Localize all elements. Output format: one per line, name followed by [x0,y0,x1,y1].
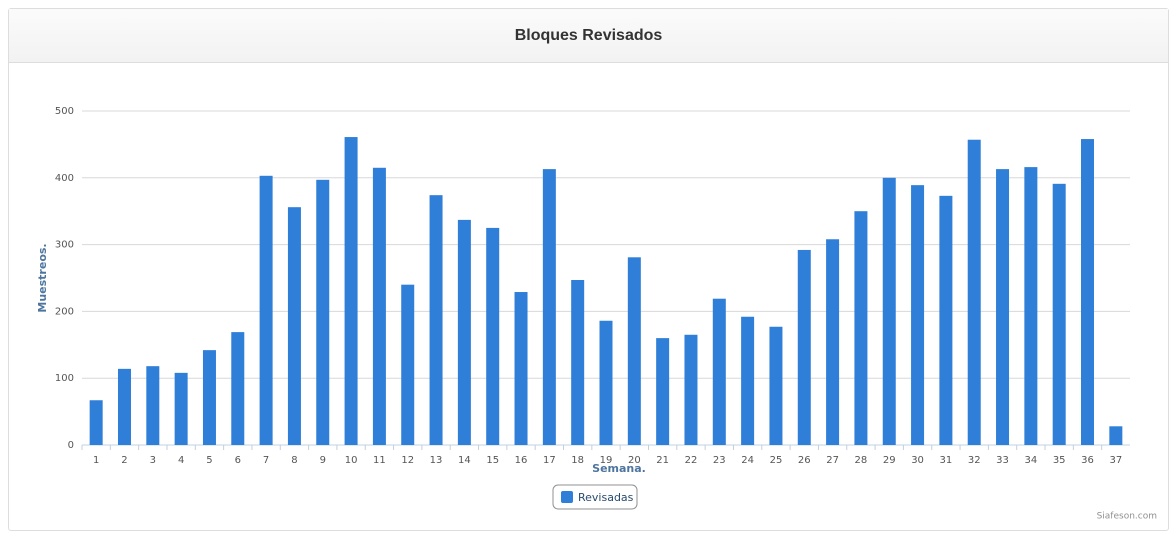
bar [627,257,641,445]
y-tick-label: 500 [55,106,74,117]
x-tick-label: 10 [345,455,358,466]
x-tick-label: 11 [373,455,386,466]
bar [372,167,386,445]
bar [656,338,670,445]
bar [1081,139,1095,445]
bar [457,219,471,445]
y-tick-label: 400 [55,173,74,184]
bar [146,366,160,445]
bar [854,211,868,445]
x-tick-label: 24 [741,455,754,466]
bar [882,177,896,446]
y-tick-label: 300 [55,240,74,251]
bar [514,292,528,445]
x-tick-label: 33 [996,455,1009,466]
x-tick-label: 26 [798,455,811,466]
x-tick-label: 3 [150,455,156,466]
bar [117,368,131,445]
bar [996,169,1010,445]
bar [712,298,726,445]
bar [769,326,783,445]
y-axis-label: Muestreos. [36,243,49,312]
x-tick-label: 31 [940,455,953,466]
bar [684,334,698,445]
x-tick-label: 13 [430,455,443,466]
x-tick-label: 4 [178,455,184,466]
bar [939,195,953,445]
x-tick-label: 6 [235,455,241,466]
bar [599,320,613,445]
legend-box [552,484,638,510]
bar [316,179,330,445]
x-tick-label: 23 [713,455,726,466]
x-tick-label: 32 [968,455,981,466]
x-tick-label: 34 [1024,455,1037,466]
x-tick-label: 25 [770,455,783,466]
bar [344,137,358,445]
y-tick-label: 0 [68,440,74,451]
x-tick-label: 18 [571,455,584,466]
x-tick-label: 36 [1081,455,1094,466]
bar [174,372,188,445]
x-tick-label: 7 [263,455,269,466]
x-tick-label: 21 [656,455,669,466]
x-tick-label: 1 [93,455,99,466]
x-tick-label: 5 [206,455,212,466]
bar [826,239,840,445]
x-tick-label: 12 [401,455,414,466]
x-tick-label: 8 [291,455,297,466]
y-tick-label: 200 [55,306,74,317]
x-tick-label: 15 [486,455,499,466]
bar [741,316,755,445]
x-tick-label: 19 [600,455,613,466]
bar [1024,167,1038,445]
bar [1109,426,1123,445]
x-tick-label: 28 [855,455,868,466]
bar [486,227,500,445]
x-tick-label: 29 [883,455,896,466]
bar [429,195,443,445]
bar [259,175,273,445]
bar [797,249,811,445]
x-axis-label: Semana. [592,462,646,475]
y-tick-label: 100 [55,373,74,384]
x-tick-label: 2 [121,455,127,466]
bar [202,350,216,445]
bar [89,400,103,445]
bar [542,169,556,445]
bar [967,139,981,445]
x-tick-label: 27 [826,455,839,466]
x-tick-label: 37 [1109,455,1122,466]
x-tick-label: 30 [911,455,924,466]
x-tick-label: 16 [515,455,528,466]
legend-label[interactable]: Revisadas [578,491,634,504]
bar [571,280,585,445]
x-tick-label: 22 [685,455,698,466]
x-tick-label: 17 [543,455,556,466]
bar [287,207,301,445]
x-tick-label: 9 [320,455,326,466]
bar [911,185,925,445]
x-tick-label: 20 [628,455,641,466]
x-tick-label: 35 [1053,455,1066,466]
chart-title: Bloques Revisados [9,9,1168,63]
bar [1052,183,1066,445]
legend-marker [561,491,573,503]
credits: Siafeson.com [1097,512,1157,522]
bar [231,332,245,445]
bar [401,284,415,445]
x-tick-label: 14 [458,455,471,466]
